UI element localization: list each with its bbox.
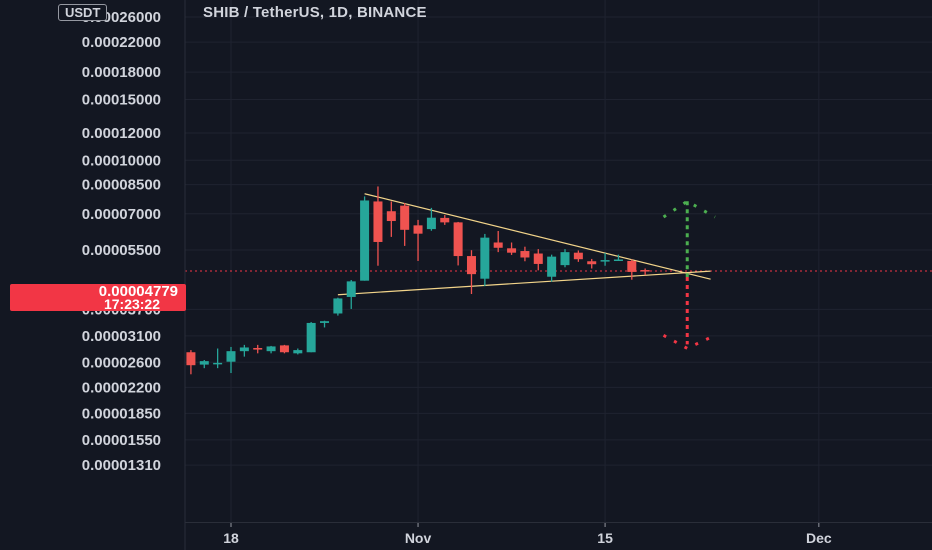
candle[interactable]: [213, 348, 223, 369]
candle[interactable]: [400, 203, 410, 246]
candle[interactable]: [373, 186, 383, 266]
last-price-label: 0.00004779: [98, 283, 178, 300]
candle[interactable]: [613, 254, 623, 262]
candle[interactable]: [480, 233, 490, 287]
candle-body: [533, 253, 543, 264]
candle[interactable]: [533, 249, 543, 271]
y-tick-label: 0.00007000: [82, 206, 161, 223]
candle-body: [480, 237, 490, 279]
candle[interactable]: [507, 242, 517, 255]
candle-body: [320, 321, 330, 323]
candle[interactable]: [333, 297, 343, 316]
candle-body: [386, 211, 396, 222]
candle[interactable]: [627, 259, 637, 280]
candle-body: [253, 347, 263, 350]
candle-body: [346, 281, 356, 297]
y-tick-label: 0.00001550: [82, 432, 161, 449]
currency-badge[interactable]: USDT: [58, 4, 108, 21]
chart-title: SHIB / TetherUS, 1D, BINANCE: [203, 4, 427, 21]
candle-body: [306, 322, 316, 353]
triangle-upper-trendline[interactable]: [364, 193, 711, 280]
y-tick-label: 0.00015000: [82, 91, 161, 108]
triangle-lower-trendline[interactable]: [337, 270, 711, 296]
candle-body: [400, 205, 410, 230]
y-tick-label: 0.00008500: [82, 177, 161, 194]
candle-body: [360, 200, 370, 281]
candle-body: [186, 352, 196, 366]
candle-body: [587, 261, 597, 265]
bar-countdown-label: 17:23:22: [103, 296, 160, 312]
candle-body: [333, 298, 343, 314]
candle[interactable]: [306, 322, 316, 353]
y-tick-label: 0.00018000: [82, 64, 161, 81]
candle-body: [239, 347, 249, 352]
candle-body: [493, 242, 503, 248]
candle[interactable]: [587, 258, 597, 269]
y-tick-label: 0.00003100: [82, 328, 161, 345]
x-tick-label: Dec: [806, 530, 832, 546]
y-tick-label: 0.00002200: [82, 379, 161, 396]
candle-body: [199, 361, 209, 365]
candle[interactable]: [346, 280, 356, 309]
candle[interactable]: [413, 219, 423, 261]
candle[interactable]: [186, 350, 196, 375]
candle-body: [426, 217, 436, 230]
candle[interactable]: [253, 344, 263, 354]
y-tick-label: 0.00005500: [82, 242, 161, 259]
candle[interactable]: [440, 215, 450, 225]
y-tick-label: 0.00012000: [82, 125, 161, 142]
candle-body: [613, 259, 623, 262]
projection-down-bracket: [662, 333, 716, 351]
candle[interactable]: [573, 250, 583, 262]
candle[interactable]: [320, 320, 330, 328]
candle-body: [213, 362, 223, 365]
candle[interactable]: [493, 231, 503, 253]
candle-body: [600, 260, 610, 262]
candle-body: [453, 222, 463, 257]
projection-up-bracket: [662, 199, 716, 219]
candle[interactable]: [640, 268, 650, 276]
candle-body: [547, 256, 557, 277]
candle-body: [627, 260, 637, 272]
candle[interactable]: [239, 344, 249, 357]
candle-body: [293, 350, 303, 354]
candle-body: [573, 252, 583, 260]
y-tick-label: 0.00001850: [82, 405, 161, 422]
candle-body: [520, 251, 530, 258]
candle[interactable]: [600, 252, 610, 266]
candle[interactable]: [466, 250, 476, 294]
candle[interactable]: [453, 221, 463, 266]
x-tick-label: 18: [223, 530, 239, 546]
candle[interactable]: [279, 344, 289, 354]
candle[interactable]: [560, 249, 570, 268]
candle-body: [507, 248, 517, 253]
x-tick-label: 15: [597, 530, 613, 546]
x-tick-label: Nov: [405, 530, 432, 546]
y-tick-label: 0.00001310: [82, 457, 161, 474]
candle[interactable]: [293, 348, 303, 355]
candle-body: [279, 345, 289, 353]
candle[interactable]: [386, 201, 396, 237]
candle[interactable]: [520, 246, 530, 262]
candle-body: [440, 217, 450, 223]
candle[interactable]: [266, 345, 276, 354]
candle[interactable]: [426, 207, 436, 231]
candle[interactable]: [547, 254, 557, 282]
candle-body: [413, 225, 423, 234]
candle-body: [466, 256, 476, 275]
candle-body: [226, 351, 236, 362]
last-price-tag: 0.00004779 17:23:22: [10, 284, 186, 311]
candle[interactable]: [199, 359, 209, 369]
candle-body: [266, 346, 276, 352]
candle-body: [640, 270, 650, 272]
candle-body: [560, 252, 570, 266]
candle-body: [373, 201, 383, 242]
candle[interactable]: [360, 196, 370, 281]
y-tick-label: 0.00022000: [82, 34, 161, 51]
y-tick-label: 0.00002600: [82, 354, 161, 371]
y-tick-label: 0.00010000: [82, 152, 161, 169]
candle[interactable]: [226, 346, 236, 374]
